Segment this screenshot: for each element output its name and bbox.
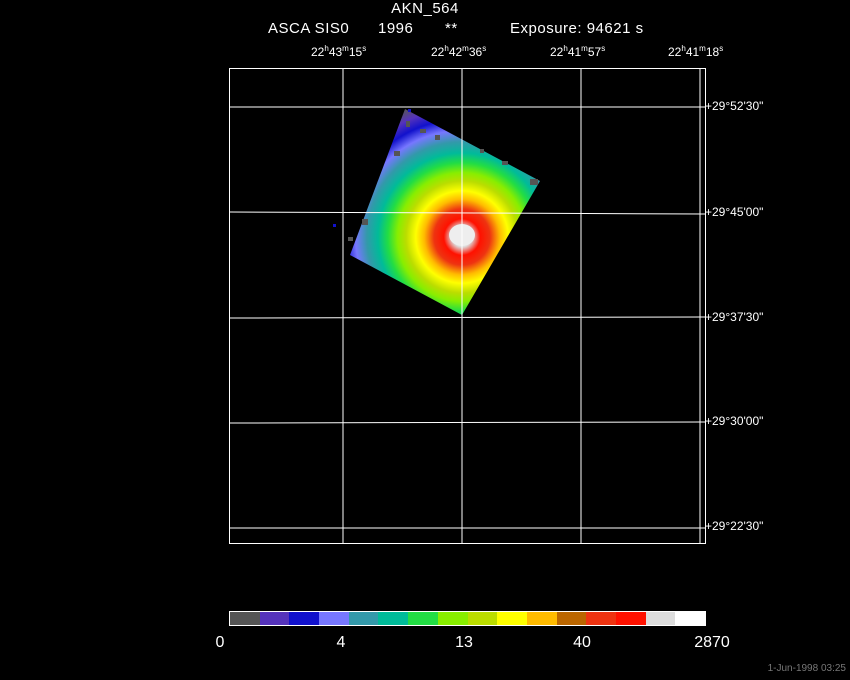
year-label: 1996 — [378, 20, 414, 37]
colorbar-segment — [615, 612, 646, 625]
image-frame — [229, 68, 706, 544]
background-noise — [348, 121, 538, 241]
dec-tick-label: +29°22'30" — [705, 519, 764, 533]
colorbar-label: 0 — [215, 634, 225, 651]
colorbar-segment — [556, 612, 587, 625]
colorbar-segment — [408, 612, 438, 625]
colorbar-segment — [319, 612, 349, 625]
ra-tick-label: 22h42m36s — [431, 44, 487, 59]
quality-stars: ** — [445, 20, 458, 37]
instrument-label: ASCA SIS0 — [268, 20, 350, 37]
timestamp: 1-Jun-1998 03:25 — [767, 663, 846, 674]
ra-tick-label: 22h43m15s — [311, 44, 367, 59]
dec-tick-label: +29°37'30" — [705, 310, 764, 324]
colorbar-segment — [645, 612, 676, 625]
colorbar-label: 4 — [336, 634, 346, 651]
colorbar — [229, 611, 706, 626]
ra-tick-label: 22h41m57s — [550, 44, 606, 59]
colorbar-label: 40 — [573, 634, 591, 651]
colorbar-segment — [230, 612, 260, 625]
dec-tick-label: +29°45'00" — [705, 205, 764, 219]
colorbar-label: 13 — [455, 634, 473, 651]
dec-tick-label: +29°52'30" — [705, 99, 764, 113]
colorbar-label: 2870 — [694, 634, 730, 651]
colorbar-segment — [467, 612, 498, 625]
colorbar-segment — [289, 612, 320, 625]
colorbar-segment — [378, 612, 409, 625]
exposure-label: Exposure: 94621 s — [510, 20, 644, 37]
colorbar-segment — [675, 612, 705, 625]
colorbar-segment — [259, 612, 290, 625]
colorbar-segment — [586, 612, 616, 625]
xray-sky-image — [230, 69, 705, 543]
colorbar-segment — [497, 612, 527, 625]
dec-tick-label: +29°30'00" — [705, 414, 764, 428]
ra-tick-label: 22h41m18s — [668, 44, 724, 59]
colorbar-segment — [348, 612, 379, 625]
colorbar-segment — [526, 612, 557, 625]
coordinate-grid — [230, 69, 705, 543]
colorbar-segment — [437, 612, 468, 625]
image-title: AKN_564 — [391, 0, 459, 17]
